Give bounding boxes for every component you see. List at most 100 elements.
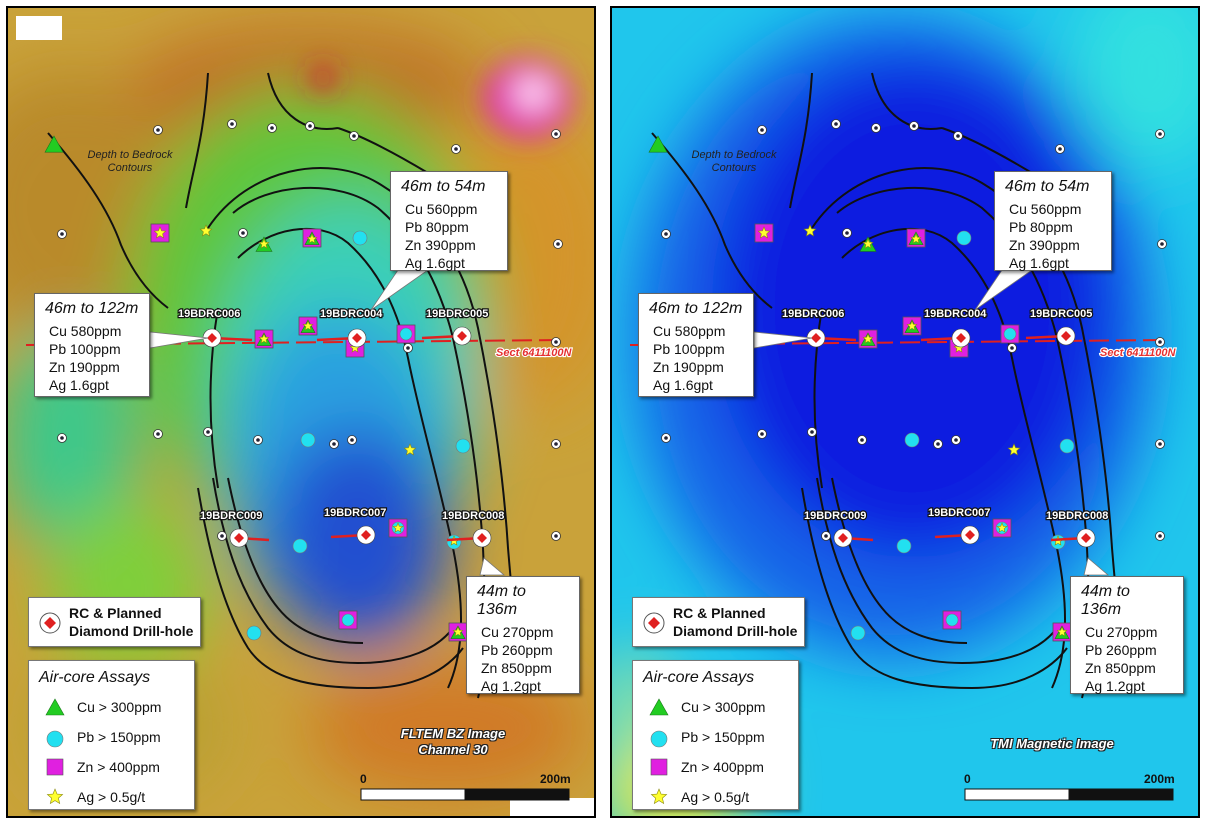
pb-marker [896,538,912,554]
drillhole-label: 19BDRC005 [1030,308,1092,320]
drillhole: 19BDRC006 [781,307,857,348]
drillhole-legend-icon [39,612,61,634]
pb-marker [246,625,262,641]
legend-title: Air-core Assays [39,669,151,686]
ag-marker [258,238,270,249]
callout-line: Pb 80ppm [405,219,469,235]
scale-bar [964,788,1174,801]
drillhole-label: 19BDRC009 [804,510,866,522]
drillhole-label: 19BDRC008 [1046,510,1108,522]
legend-aircore: Air-core Assays Cu > 300ppm Pb > 150ppm Zn … [632,660,799,810]
drillhole: 19BDRC006 [177,307,253,348]
drillhole: 19BDRC004 [920,307,988,348]
callout-line: Pb 80ppm [1009,219,1073,235]
legend-aircore: Air-core Assays Cu > 300ppm Pb > 150ppm Zn … [28,660,195,810]
callout-19bdrc008: 44m to 136m Cu 270ppm Pb 260ppm Zn 850ppm Ag… [466,576,580,694]
legend-item: Pb > 150ppm [77,729,161,745]
scale-bar [360,788,570,801]
tmi-panel: Sect 6411100N 19BDRC006 19BDRC004 19BDRC005… [610,6,1200,818]
ag-marker [803,224,817,237]
drillhole-legend-icon [643,612,665,634]
drillhole: 19BDRC007 [927,506,992,545]
legend-rc-line: Diamond Drill-hole [673,623,798,639]
callout-19bdrc004: 46m to 54m Cu 560ppm Pb 80ppm Zn 390ppm Ag 1… [390,171,508,271]
drillhole: 19BDRC004 [316,307,384,348]
legend-symbols [649,698,669,805]
pb-marker [850,625,866,641]
image-title-line: Channel 30 [418,742,488,757]
cu-legend-icon [45,698,65,716]
callout-line: Zn 390ppm [405,237,476,253]
callout-line: Ag 1.6gpt [1009,255,1069,271]
callout-line: Cu 560ppm [405,201,478,217]
drillhole: 19BDRC009 [803,509,874,548]
callout-line: Ag 1.6gpt [653,377,713,393]
pb-marker [956,230,972,246]
pb-marker [1059,438,1075,454]
callout-line: Pb 260ppm [481,642,553,658]
assay-markers [44,135,471,642]
pb-marker [455,438,471,454]
ag-marker [862,333,874,344]
scale-start-label: 0 [964,772,971,786]
pb-legend-icon [650,730,668,748]
fltem-panel: Sect 6411100N 19BDRC006 19BDRC004 19BDRC005… [6,6,596,818]
pb-legend-icon [46,730,64,748]
drillholes: 19BDRC006 19BDRC004 19BDRC005 19BDRC009 19BD… [177,307,506,548]
drillhole: 19BDRC009 [199,509,270,548]
image-title: FLTEM BZ Image Channel 30 [378,726,528,758]
callout-title: 46m to 122m [649,300,743,317]
callout-line: Cu 560ppm [1009,201,1082,217]
ag-marker [1007,443,1021,456]
depth-label-line: Contours [711,162,757,174]
pb-marker [292,538,308,554]
callout-line: Pb 100ppm [49,341,121,357]
drillhole-label: 19BDRC006 [178,308,240,320]
drillhole-label: 19BDRC007 [324,507,386,519]
legend-item: Zn > 400ppm [681,759,764,775]
callout-line: Cu 270ppm [1085,624,1158,640]
callout-line: Zn 190ppm [653,359,724,375]
ag-marker [306,233,318,244]
depth-label-line: Depth to Bedrock [87,149,173,161]
legend-item: Cu > 300ppm [681,699,766,715]
pb-marker [300,432,316,448]
assay-markers [648,135,1075,642]
callout-title: 46m to 54m [1005,178,1090,195]
ag-marker [153,226,167,239]
ag-marker [757,226,771,239]
legend-rc-line: RC & Planned [69,605,162,621]
ag-marker [403,443,417,456]
legend-item: Pb > 150ppm [681,729,765,745]
pb-marker [1003,327,1017,341]
scale-start-label: 0 [360,772,367,786]
callout-line: Zn 850ppm [1085,660,1156,676]
drillhole: 19BDRC005 [1025,307,1094,346]
ag-marker [199,224,213,237]
image-title-line: FLTEM BZ Image [400,726,506,741]
callout-title: 44m to 136m [477,583,526,618]
ag-marker [862,238,874,249]
scale-end-label: 200m [1144,772,1175,786]
callout-title: 44m to 136m [1081,583,1130,618]
cu-legend-icon [649,698,669,716]
callout-line: Pb 100ppm [653,341,725,357]
pb-marker [945,613,959,627]
callout-line: Ag 1.2gpt [1085,678,1145,694]
callout-line: Cu 580ppm [49,323,122,339]
ag-marker [906,320,918,331]
zn-legend-icon [650,758,668,776]
ag-marker [910,233,922,244]
drillhole: 19BDRC008 [1045,509,1110,548]
drillhole-label: 19BDRC005 [426,308,488,320]
pb-marker [341,613,355,627]
image-title-line: TMI Magnetic Image [990,736,1114,751]
callout-line: Cu 270ppm [481,624,554,640]
callout-line: Zn 850ppm [481,660,552,676]
image-title: TMI Magnetic Image [967,736,1137,752]
drillhole: 19BDRC007 [323,506,388,545]
callout-line: Ag 1.6gpt [405,255,465,271]
scale-end-label: 200m [540,772,571,786]
callout-19bdrc006: 46m to 122m Cu 580ppm Pb 100ppm Zn 190ppm Ag… [34,293,150,397]
callout-title: 46m to 122m [45,300,139,317]
